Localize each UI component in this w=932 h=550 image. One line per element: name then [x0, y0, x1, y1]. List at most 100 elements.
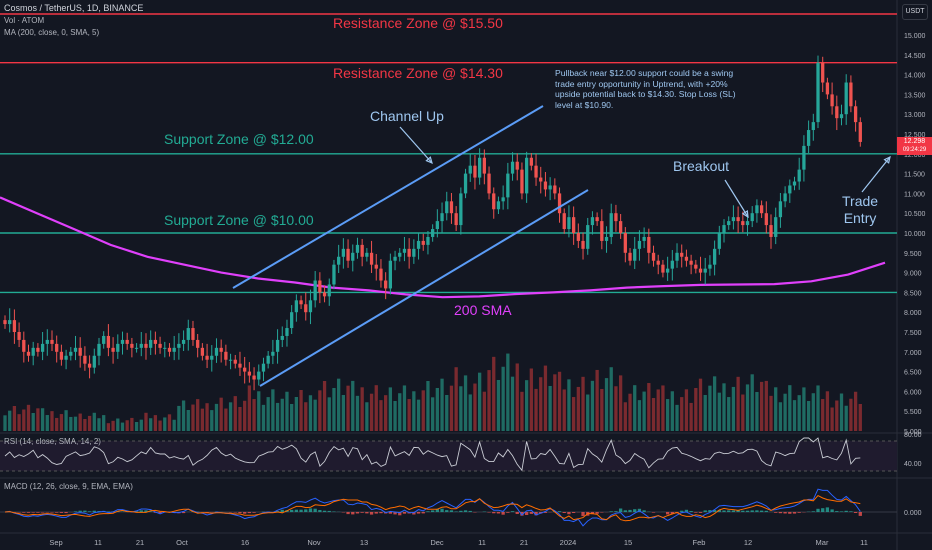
volume-bar [134, 421, 139, 431]
macd-histogram-bar [55, 512, 59, 513]
macd-histogram-bar [421, 512, 425, 514]
macd-histogram-bar [139, 510, 143, 512]
breakout-arrow [724, 179, 749, 218]
price-tick-label: 7.000 [904, 350, 922, 357]
macd-histogram-bar [557, 511, 562, 512]
candle-body [463, 173, 468, 194]
candle-body [412, 248, 416, 257]
volume-bar [642, 391, 646, 431]
macd-histogram-bar [149, 511, 153, 512]
macd-histogram-bar [750, 510, 754, 512]
price-tick-label: 5.500 [904, 409, 922, 416]
candle-body [459, 193, 463, 226]
candle-body [858, 122, 862, 142]
candle-body [40, 343, 45, 352]
volume-bar [492, 356, 496, 431]
volume-bar [825, 391, 830, 431]
volume-bar [275, 402, 280, 431]
volume-bar [45, 415, 49, 431]
macd-histogram-bar [581, 512, 585, 517]
volume-bar [628, 393, 632, 431]
candle-body [736, 217, 740, 222]
volume-bar [529, 368, 533, 431]
candle-body [642, 236, 646, 241]
volume-bar [271, 389, 275, 431]
macd-histogram-bar [651, 512, 656, 513]
candle-body [515, 161, 519, 170]
macd-histogram-bar [562, 512, 566, 513]
volume-bar [280, 398, 284, 431]
time-tick-label: 16 [241, 538, 249, 547]
candle-body [384, 280, 388, 289]
macd-line [4, 488, 861, 527]
candle-body [449, 201, 454, 214]
candle-body [750, 213, 754, 222]
candle-body [116, 343, 120, 352]
volume-bar [637, 400, 642, 431]
volume-bar [327, 397, 331, 431]
volume-bar [788, 385, 792, 431]
volume-legend: Vol · ATOM [4, 16, 45, 25]
candle-body [83, 355, 87, 364]
volume-bar [515, 363, 519, 431]
channel-up-label: Channel Up [370, 108, 444, 124]
price-tick-label: 10.500 [904, 211, 926, 218]
candle-body [670, 260, 674, 269]
macd-histogram-bar [618, 508, 623, 512]
volume-bar [374, 385, 378, 431]
time-tick-label: 13 [360, 538, 368, 547]
volume-bar [769, 395, 773, 431]
candle-body [717, 233, 721, 249]
candle-body [106, 335, 111, 348]
macd-histogram-bar [708, 510, 712, 512]
macd-histogram-bar [534, 512, 538, 516]
volume-bar [172, 419, 176, 431]
time-tick-label: Dec [430, 538, 444, 547]
volume-bar [463, 375, 468, 431]
candle-body [299, 300, 303, 305]
volume-bar [233, 396, 237, 431]
volume-bar [604, 378, 609, 431]
candle-body [802, 145, 806, 170]
volume-bar [398, 393, 402, 431]
macd-histogram-bar [144, 510, 148, 512]
macd-histogram-bar [468, 510, 472, 512]
volume-bar [412, 391, 416, 431]
volume-bar [139, 419, 143, 431]
volume-bar [802, 387, 806, 431]
volume-bar [623, 402, 627, 431]
candle-body [694, 264, 698, 269]
volume-bar [431, 397, 435, 431]
macd-histogram-bar [304, 509, 308, 512]
candle-body [618, 221, 623, 233]
volume-bar [731, 386, 736, 431]
macd-histogram-bar [83, 510, 87, 512]
macd-histogram-bar [445, 510, 449, 512]
candle-body [816, 62, 820, 123]
macd-histogram-bar [698, 512, 703, 513]
macd-histogram-bar [745, 510, 750, 512]
macd-histogram-bar [642, 510, 646, 512]
macd-histogram-bar [459, 510, 463, 512]
volume-bar [590, 380, 595, 431]
candle-body [600, 221, 604, 241]
volume-bar [196, 399, 200, 431]
volume-bar [821, 399, 825, 431]
macd-histogram-bar [92, 510, 96, 512]
macd-histogram-bar [633, 509, 637, 512]
trade-entry-arrow [861, 156, 891, 193]
macd-histogram-bar [609, 511, 613, 512]
trade-entry-label: Trade Entry [842, 193, 879, 226]
volume-bar [247, 385, 252, 431]
price-tick-label: 8.500 [904, 290, 922, 297]
currency-badge[interactable]: USDT [902, 4, 928, 20]
volume-bar [571, 397, 576, 431]
macd-histogram-bar [346, 512, 350, 515]
volume-bar [449, 385, 454, 431]
candle-body [87, 363, 92, 368]
volume-bar [647, 383, 651, 431]
candle-body [665, 268, 670, 273]
volume-bar [130, 417, 134, 431]
volume-bar [50, 411, 54, 431]
